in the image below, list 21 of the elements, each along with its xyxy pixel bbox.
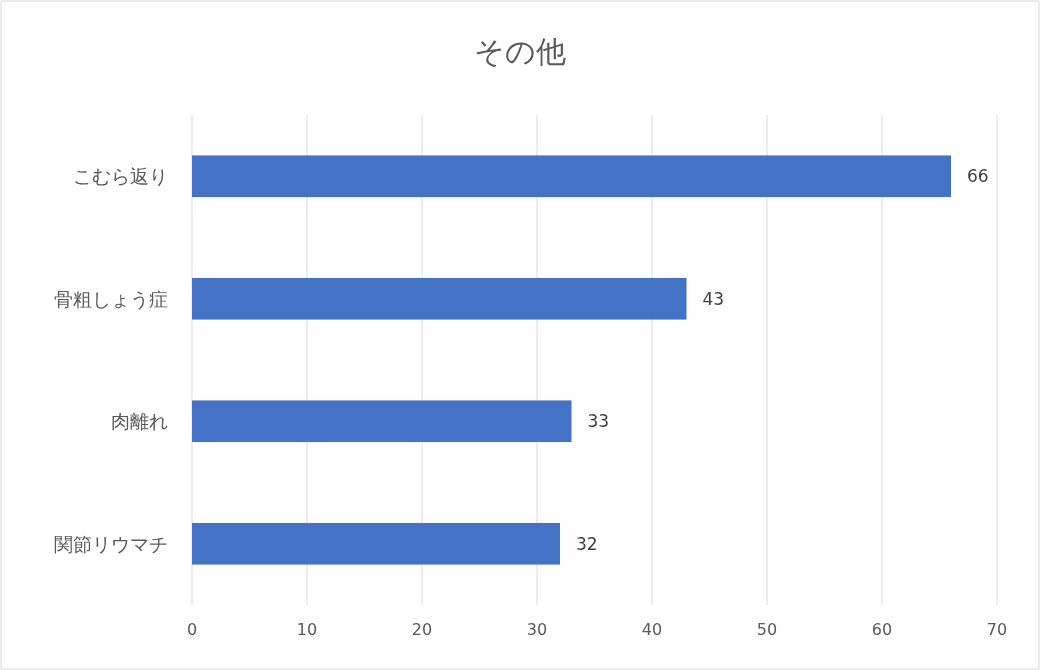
x-tick-label: 10 bbox=[296, 620, 318, 639]
y-tick-label: こむら返り bbox=[73, 165, 168, 188]
x-tick-label: 0 bbox=[186, 620, 198, 639]
x-tick-label: 30 bbox=[526, 620, 548, 639]
x-tick-label: 40 bbox=[641, 620, 663, 639]
data-label: 32 bbox=[576, 533, 598, 554]
data-label: 33 bbox=[587, 411, 610, 432]
bar bbox=[192, 155, 951, 198]
data-label: 43 bbox=[702, 288, 725, 309]
x-tick-label: 20 bbox=[411, 620, 433, 639]
x-tick-label: 60 bbox=[871, 620, 893, 639]
bar bbox=[192, 400, 572, 443]
y-tick-label: 肉離れ bbox=[111, 410, 168, 433]
data-label: 66 bbox=[967, 166, 989, 187]
bar bbox=[192, 522, 560, 565]
x-tick-label: 50 bbox=[756, 620, 778, 639]
y-tick-label: 骨粗しょう症 bbox=[54, 287, 168, 310]
x-tick-label: 70 bbox=[986, 620, 1008, 639]
chart-title: その他 bbox=[474, 34, 566, 69]
bar bbox=[192, 277, 687, 320]
y-tick-label: 関節リウマチ bbox=[54, 532, 168, 555]
